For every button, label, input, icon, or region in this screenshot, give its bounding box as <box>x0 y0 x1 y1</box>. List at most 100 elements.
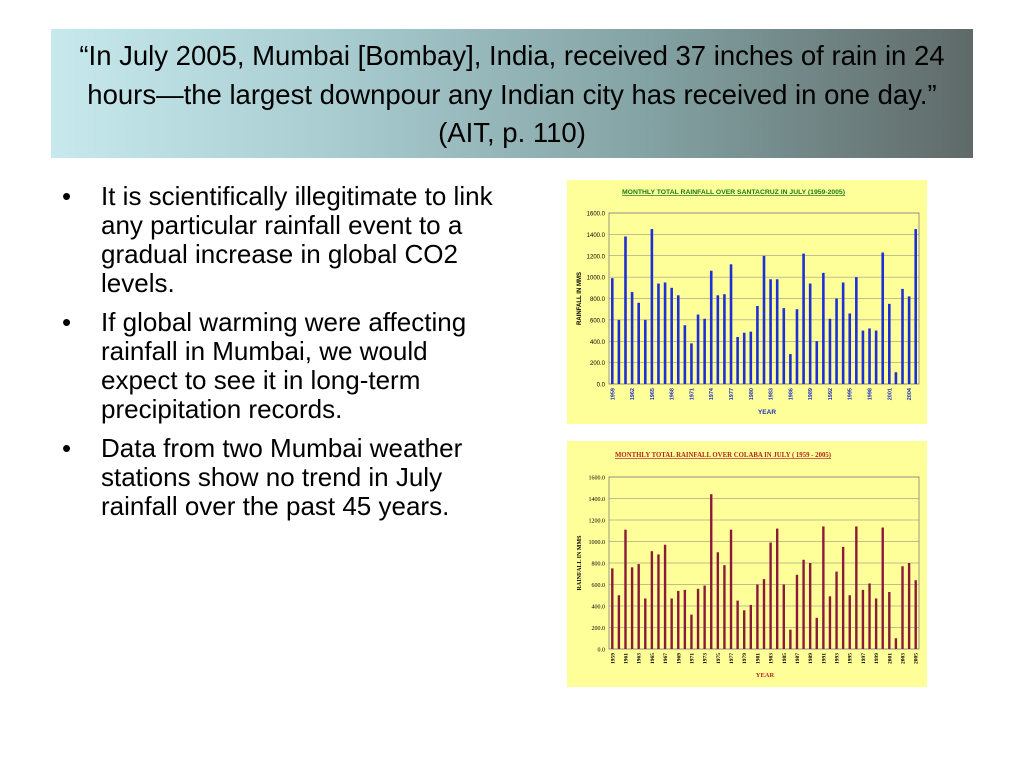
bar <box>861 589 865 649</box>
x-tick-label: 1991 <box>821 653 827 664</box>
y-axis-title: RAINFALL IN MMS <box>577 535 583 591</box>
chart-title: MONTHLY TOTAL RAINFALL OVER SANTACRUZ IN… <box>622 189 845 196</box>
x-tick-label: 1989 <box>808 653 814 664</box>
x-tick-label: 1981 <box>755 653 761 664</box>
bar <box>841 282 845 384</box>
x-tick-label: 2003 <box>901 653 907 664</box>
bar <box>670 598 673 649</box>
chart-title: MONTHLY TOTAL RAINFALL OVER COLABA IN JU… <box>615 452 831 459</box>
bar <box>802 253 805 384</box>
bar <box>756 584 759 649</box>
x-tick-label: 1971 <box>689 388 695 400</box>
bar <box>703 585 706 649</box>
x-tick-label: 1974 <box>709 387 715 400</box>
bar <box>696 314 700 384</box>
bar <box>769 279 772 384</box>
bar <box>901 288 904 384</box>
x-tick-label: 1987 <box>795 653 801 664</box>
y-tick-label: 200.0 <box>590 361 606 367</box>
x-tick-label: 1986 <box>788 388 794 400</box>
bar <box>841 546 845 649</box>
x-tick-label: 1983 <box>769 653 775 664</box>
bar <box>888 303 891 384</box>
bar <box>663 282 667 384</box>
bar <box>729 264 733 384</box>
bar <box>874 330 878 384</box>
bar <box>617 319 621 384</box>
y-tick-label: 600.0 <box>590 318 606 324</box>
y-tick-label: 0.0 <box>597 383 606 389</box>
y-tick-label: 800.0 <box>592 562 606 568</box>
bar <box>617 595 621 649</box>
bar <box>775 528 779 649</box>
bar <box>795 574 799 649</box>
bar <box>782 308 786 384</box>
bar <box>874 598 878 649</box>
x-tick-label: 1959 <box>610 388 616 400</box>
x-tick-label: 1965 <box>650 653 656 664</box>
bar <box>756 305 759 384</box>
bar <box>901 566 904 649</box>
y-tick-label: 1200.0 <box>589 519 606 525</box>
bar <box>914 229 918 384</box>
bar <box>789 354 792 384</box>
bar <box>736 600 739 649</box>
x-tick-label: 1961 <box>623 653 629 664</box>
bar <box>795 309 799 384</box>
x-tick-label: 1963 <box>637 653 643 664</box>
bar <box>742 332 746 384</box>
santacruz-rainfall-chart: MONTHLY TOTAL RAINFALL OVER SANTACRUZ IN… <box>567 180 927 424</box>
bullet-item: Data from two Mumbai weather stations sh… <box>58 434 508 521</box>
x-tick-label: 1980 <box>749 388 755 400</box>
bar <box>822 272 825 384</box>
x-tick-label: 2005 <box>914 653 920 664</box>
bar <box>696 588 700 649</box>
bar <box>848 313 852 384</box>
x-tick-label: 1967 <box>663 653 669 664</box>
bar <box>723 294 726 384</box>
bar <box>861 330 865 384</box>
bar <box>716 552 720 649</box>
bar <box>828 596 832 649</box>
y-tick-label: 200.0 <box>592 626 606 632</box>
x-axis-title: YEAR <box>758 409 776 416</box>
bar <box>610 278 614 384</box>
bar <box>657 554 660 649</box>
y-tick-label: 1600.0 <box>589 476 606 482</box>
slide-title: “In July 2005, Mumbai [Bombay], India, r… <box>79 40 945 148</box>
bar <box>650 229 654 384</box>
x-tick-label: 1997 <box>861 653 867 664</box>
bar <box>782 584 785 649</box>
y-tick-label: 1200.0 <box>587 254 606 260</box>
bar <box>710 494 713 649</box>
bullet-list: It is scientifically illegitimate to lin… <box>58 182 508 531</box>
x-tick-label: 1971 <box>689 653 695 664</box>
bar <box>775 279 779 384</box>
santacruz-chart-svg: MONTHLY TOTAL RAINFALL OVER SANTACRUZ IN… <box>577 189 920 416</box>
bar <box>907 296 911 384</box>
bar <box>881 527 884 649</box>
bar <box>762 579 766 649</box>
bar <box>855 277 858 384</box>
x-tick-label: 1973 <box>703 653 709 664</box>
y-tick-label: 800.0 <box>590 297 606 303</box>
bar <box>630 292 634 384</box>
bar <box>868 583 871 649</box>
x-tick-label: 1998 <box>868 388 874 400</box>
bar <box>683 589 687 649</box>
y-tick-label: 1600.0 <box>587 212 606 218</box>
x-tick-label: 2001 <box>887 653 893 664</box>
x-tick-label: 1995 <box>848 653 854 664</box>
bar <box>637 564 640 649</box>
x-tick-label: 1969 <box>676 653 682 664</box>
bar <box>835 298 838 384</box>
bar <box>637 302 640 384</box>
x-tick-label: 1993 <box>835 653 841 664</box>
x-tick-label: 1992 <box>828 388 834 400</box>
y-axis-title: RAINFALL IN MMS <box>577 272 583 325</box>
bar <box>762 255 766 384</box>
bar <box>907 563 911 649</box>
y-tick-label: 1000.0 <box>587 276 606 282</box>
x-tick-label: 1968 <box>670 388 676 400</box>
x-tick-label: 2004 <box>907 387 913 400</box>
